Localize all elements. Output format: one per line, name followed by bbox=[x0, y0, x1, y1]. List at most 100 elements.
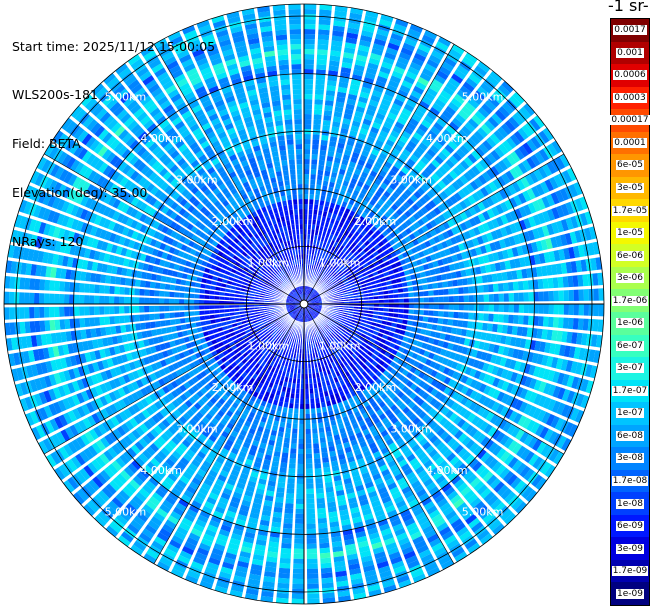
ray-gate bbox=[308, 299, 314, 303]
ray-gate bbox=[456, 64, 470, 76]
ray-gate bbox=[306, 538, 317, 544]
ray-gate bbox=[488, 304, 494, 313]
ray-gate bbox=[315, 189, 321, 196]
ray-gate bbox=[428, 297, 434, 303]
ray-gate bbox=[565, 360, 573, 373]
ray-gate bbox=[547, 316, 554, 328]
ray-gate bbox=[369, 325, 376, 331]
ray-gate bbox=[378, 299, 384, 304]
ray-gate bbox=[471, 150, 482, 161]
ray-gate bbox=[375, 139, 385, 148]
ray-gate bbox=[451, 181, 461, 191]
ray-gate bbox=[428, 238, 436, 246]
ray-gate bbox=[414, 164, 424, 173]
ray-gate bbox=[329, 141, 337, 148]
ray-gate bbox=[321, 282, 327, 288]
ray-gate bbox=[509, 336, 517, 347]
ray-gate bbox=[293, 548, 304, 554]
ray-gate bbox=[480, 186, 490, 198]
ray-gate bbox=[546, 355, 554, 368]
ray-gate bbox=[308, 214, 313, 220]
ray-gate bbox=[294, 523, 304, 529]
ray-gate bbox=[451, 73, 464, 85]
ray-gate bbox=[501, 173, 511, 185]
ray-gate bbox=[332, 30, 345, 37]
ray-gate bbox=[444, 265, 451, 273]
ray-gate bbox=[330, 45, 343, 52]
ray-gate bbox=[511, 247, 519, 258]
ray-gate bbox=[493, 130, 505, 142]
ray-gate bbox=[484, 264, 492, 274]
ray-gate bbox=[497, 126, 509, 139]
ray-gate bbox=[486, 136, 497, 149]
ray-gate bbox=[585, 258, 593, 272]
ray-gate bbox=[319, 4, 333, 11]
ray-gate bbox=[427, 262, 435, 270]
ray-gate bbox=[513, 234, 521, 246]
ray-gate bbox=[304, 94, 314, 100]
ray-gate bbox=[352, 314, 358, 318]
ray-gate bbox=[462, 320, 469, 329]
ray-gate bbox=[431, 78, 444, 89]
ray-gate bbox=[443, 311, 449, 318]
ray-gate bbox=[350, 79, 362, 87]
ray-gate bbox=[428, 337, 435, 345]
ray-gate bbox=[428, 310, 434, 317]
ray-gate bbox=[436, 274, 443, 282]
ray-gate bbox=[424, 134, 435, 144]
ray-gate bbox=[366, 250, 373, 257]
ray-gate bbox=[528, 378, 538, 390]
ray-gate bbox=[494, 109, 507, 122]
ray-gate bbox=[304, 184, 310, 190]
ray-gate bbox=[560, 262, 568, 275]
ray-gate bbox=[509, 95, 522, 108]
ray-gate bbox=[583, 348, 591, 362]
ray-gate bbox=[345, 170, 353, 178]
ray-gate bbox=[478, 159, 489, 171]
ray-gate bbox=[498, 189, 508, 200]
ray-gate bbox=[495, 204, 505, 215]
ray-gate bbox=[445, 125, 457, 136]
ray-gate bbox=[320, 572, 333, 579]
ray-gate bbox=[424, 91, 436, 102]
ray-gate bbox=[447, 319, 454, 327]
ray-gate bbox=[451, 226, 459, 236]
ray-gate bbox=[324, 100, 335, 107]
ray-gate bbox=[348, 17, 362, 25]
ray-gate bbox=[588, 349, 596, 363]
ray-gate bbox=[518, 292, 524, 302]
ray-gate bbox=[481, 103, 494, 115]
ray-gate bbox=[469, 379, 478, 389]
ray-gate bbox=[426, 276, 433, 284]
ray-gate bbox=[308, 209, 314, 215]
ray-gate bbox=[454, 234, 463, 244]
ray-gate bbox=[283, 518, 293, 524]
ray-gate bbox=[441, 325, 448, 333]
ray-gate bbox=[391, 70, 404, 80]
ray-gate bbox=[542, 210, 551, 223]
ray-gate bbox=[461, 105, 473, 117]
ray-gate bbox=[304, 294, 306, 300]
ray-gate bbox=[464, 52, 479, 64]
ray-gate bbox=[496, 272, 503, 282]
ray-gate bbox=[379, 103, 390, 112]
ray-gate bbox=[560, 219, 569, 232]
ray-gate bbox=[338, 272, 345, 278]
ray-gate bbox=[326, 155, 334, 162]
ray-gate bbox=[325, 90, 336, 97]
ray-gate bbox=[350, 319, 357, 324]
ray-gate bbox=[459, 222, 468, 232]
ray-gate bbox=[453, 93, 466, 105]
ray-gate bbox=[306, 598, 320, 604]
ray-gate bbox=[438, 166, 448, 176]
ray-gate bbox=[342, 279, 349, 284]
ray-gate bbox=[411, 321, 418, 327]
ray-gate bbox=[514, 399, 524, 411]
ray-gate bbox=[542, 368, 551, 381]
ray-gate bbox=[502, 282, 509, 292]
ray-gate bbox=[304, 159, 311, 165]
ray-gate bbox=[312, 139, 320, 145]
ray-gate bbox=[486, 208, 496, 219]
ray-gate bbox=[292, 558, 304, 564]
ray-gate bbox=[579, 363, 588, 377]
